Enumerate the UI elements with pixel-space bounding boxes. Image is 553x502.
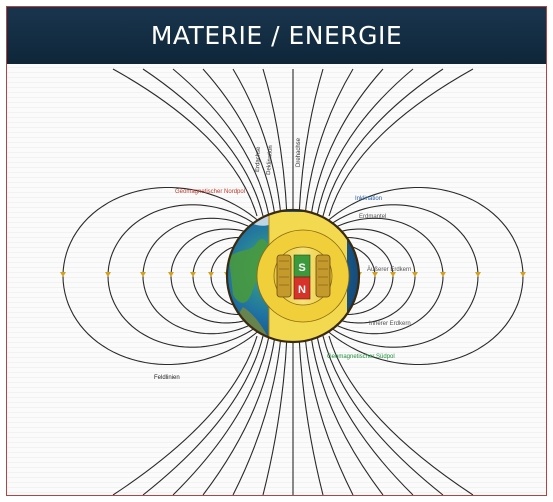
magnet-south-label: S [298, 262, 305, 274]
north-pole-label: Geomagnetischer Nordpol [175, 189, 245, 195]
open-field-line [202, 335, 276, 495]
inclination-label: Inklination [355, 196, 382, 202]
magnetic-field-diagram: S N Erdachse Deklination Drehachse Geoma… [60, 68, 526, 495]
open-field-line [328, 335, 474, 495]
open-field-line [112, 335, 258, 495]
open-field-line [310, 68, 384, 217]
title-banner: MATERIE / ENERGIE [7, 7, 546, 64]
field-line-arrow [190, 272, 196, 277]
open-field-line [262, 68, 288, 217]
open-field-line [172, 335, 270, 495]
open-field-line [322, 335, 444, 495]
inner-core-label: Innerer Erdkern [369, 321, 411, 327]
open-field-line [298, 335, 324, 495]
field-line-arrow [390, 272, 396, 277]
crust-label: Erdmantel [359, 214, 386, 220]
field-line-arrow [372, 272, 378, 277]
field-lines-label: Feldlinien [154, 375, 180, 381]
field-line-arrow [105, 272, 111, 277]
open-field-line [298, 68, 324, 217]
axis-label-drehachse: Drehachse [296, 137, 302, 167]
field-line-arrow [208, 272, 214, 277]
page-title: MATERIE / ENERGIE [150, 21, 403, 50]
field-line-arrow [475, 272, 481, 277]
field-line-arrow [412, 272, 418, 277]
open-field-line [142, 68, 264, 217]
south-pole-label: Geomagnetischer Südpol [327, 354, 395, 360]
open-field-line [172, 68, 270, 217]
field-line-arrow [440, 272, 446, 277]
open-field-line [322, 68, 444, 217]
axis-label-deklination: Deklination [266, 145, 274, 175]
open-field-line [112, 68, 258, 217]
open-field-line [310, 335, 384, 495]
earth-globe [225, 208, 361, 344]
open-field-line [304, 68, 354, 217]
open-field-line [316, 335, 414, 495]
magnet-north-label: N [298, 284, 306, 296]
field-line-arrow [60, 272, 66, 277]
diagram-frame: MATERIE / ENERGIE [6, 6, 547, 496]
open-field-line [262, 335, 288, 495]
open-field-line [232, 335, 282, 495]
field-line-arrow [520, 272, 526, 277]
bar-magnet: S N [293, 254, 311, 300]
open-field-line [304, 335, 354, 495]
open-field-line [316, 68, 414, 217]
field-line-arrow [140, 272, 146, 277]
axis-label-erdachse: Erdachse [255, 146, 262, 172]
open-field-line [232, 68, 282, 217]
open-field-line [328, 68, 474, 217]
open-field-line [202, 68, 276, 217]
outer-core-label: Äußerer Erdkern [367, 266, 411, 273]
open-field-line [142, 335, 264, 495]
field-line-arrow [168, 272, 174, 277]
